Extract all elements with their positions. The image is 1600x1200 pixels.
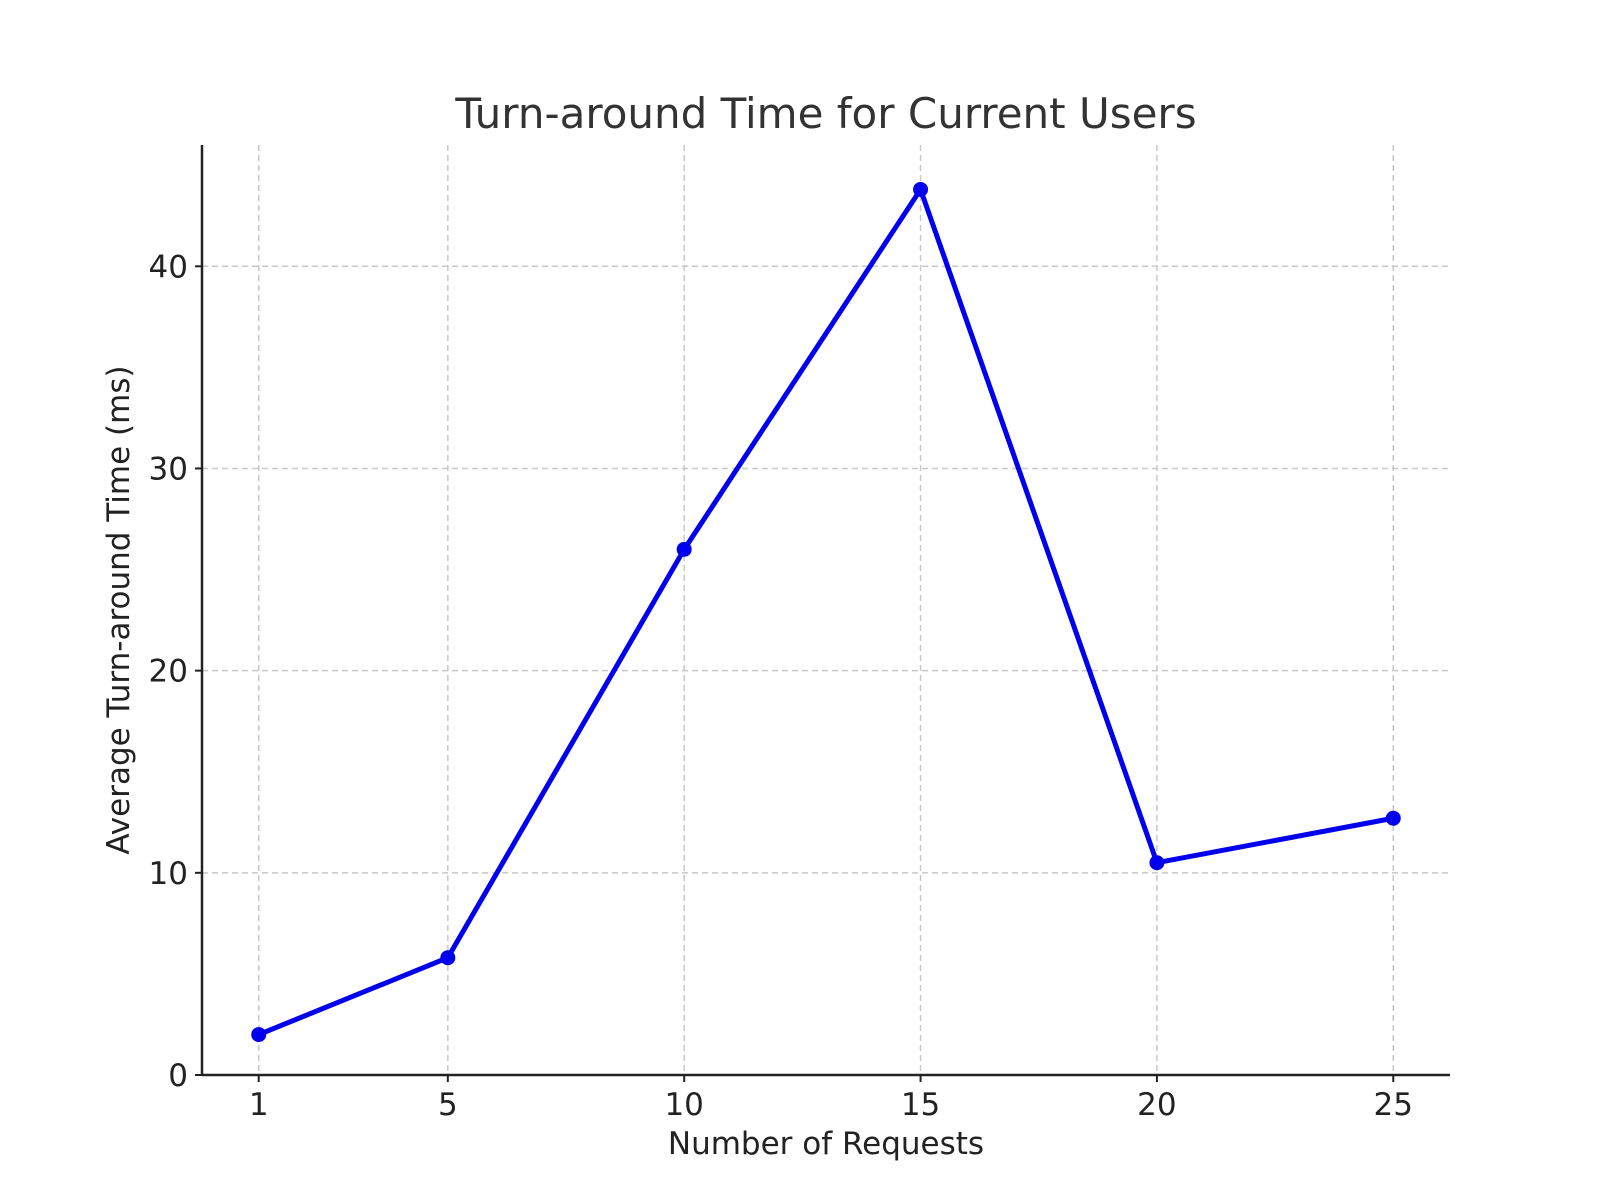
data-point [440, 950, 456, 966]
data-point [913, 181, 929, 197]
chart-title: Turn-around Time for Current Users [454, 89, 1196, 138]
data-point [1149, 855, 1165, 871]
axes [200, 145, 1450, 1077]
data-point [251, 1027, 267, 1043]
x-tick-label: 20 [1137, 1087, 1176, 1123]
series-line [257, 186, 1394, 1037]
x-tick-label: 10 [664, 1087, 703, 1123]
y-tick-label: 30 [149, 451, 188, 487]
x-axis-label: Number of Requests [668, 1126, 984, 1162]
x-tick-label: 15 [901, 1087, 940, 1123]
x-tick-label: 25 [1374, 1087, 1413, 1123]
y-tick-label: 10 [149, 856, 188, 892]
x-tick-label: 5 [438, 1087, 458, 1123]
series [251, 181, 1401, 1043]
data-point [676, 541, 692, 557]
y-tick-label: 0 [168, 1058, 188, 1094]
y-tick-label: 40 [149, 249, 188, 285]
grid [202, 145, 1450, 1075]
y-axis-label: Average Turn-around Time (ms) [101, 365, 137, 854]
data-point [1385, 810, 1401, 826]
x-tick-label: 1 [249, 1087, 269, 1123]
y-tick-label: 20 [149, 654, 188, 690]
